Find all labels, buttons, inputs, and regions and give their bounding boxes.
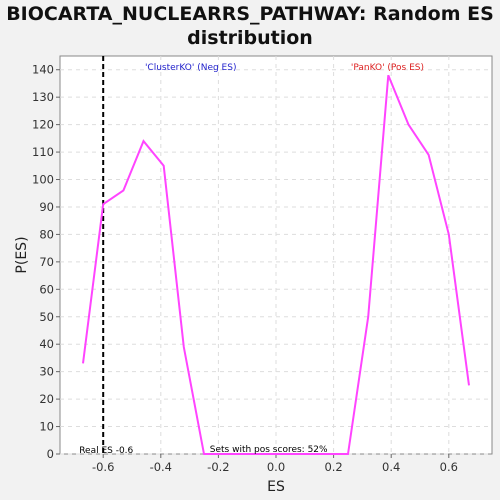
y-tick-label: 80	[39, 227, 54, 241]
y-tick-label: 0	[47, 447, 54, 461]
pos-scores-annotation: Sets with pos scores: 52%	[210, 445, 328, 455]
x-tick-label: 0.0	[267, 460, 285, 474]
y-tick-label: 130	[32, 90, 54, 104]
x-tick-label: 0.6	[440, 460, 458, 474]
y-tick-label: 120	[32, 118, 54, 132]
x-tick-label: -0.6	[92, 460, 114, 474]
y-tick-label: 70	[39, 255, 54, 269]
legend-neg-es: 'ClusterKO' (Neg ES)	[145, 63, 237, 73]
y-tick-label: 140	[32, 63, 54, 77]
real-es-label: Real ES -0.6	[79, 446, 133, 456]
x-tick-label: -0.2	[207, 460, 229, 474]
y-tick-label: 50	[39, 310, 54, 324]
legend-pos-es: 'PanKO' (Pos ES)	[351, 63, 424, 73]
y-tick-label: 30	[39, 365, 54, 379]
y-tick-label: 90	[39, 200, 54, 214]
series-line	[82, 74, 470, 455]
y-axis-label: P(ES)	[14, 236, 30, 273]
x-tick-label: -0.4	[150, 460, 172, 474]
y-tick-label: 100	[32, 173, 54, 187]
y-tick-label: 20	[39, 392, 54, 406]
x-tick-label: 0.2	[324, 460, 342, 474]
y-tick-label: 110	[32, 145, 54, 159]
y-tick-label: 40	[39, 337, 54, 351]
axis-ticks: 0 10 20 30 40 50 60 70 80 90 100 110 120 130 140 -0.6 -0…	[32, 63, 458, 474]
x-tick-label: 0.4	[382, 460, 400, 474]
y-tick-label: 60	[39, 282, 54, 296]
chart-title: BIOCARTA_NUCLEARRS_PATHWAY: Random ES di…	[6, 3, 494, 49]
x-axis-label: ES	[267, 479, 285, 495]
y-tick-label: 10	[39, 420, 54, 434]
